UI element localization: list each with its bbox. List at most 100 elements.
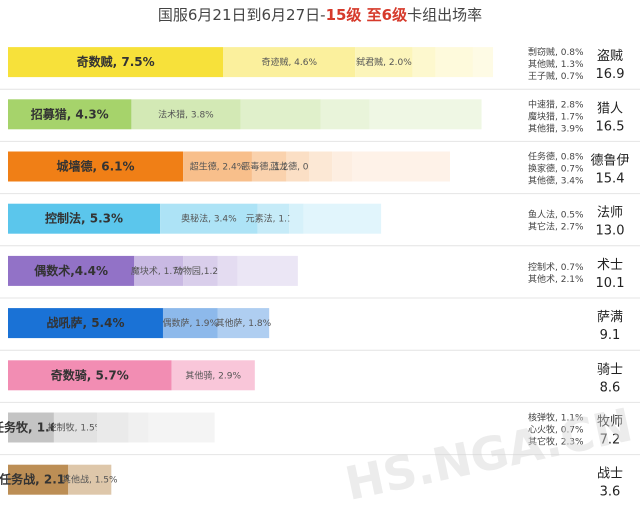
main-deck-label: 城墙德, 6.1% (57, 159, 135, 174)
side-deck-label: 其他德, 3.4% (528, 175, 584, 187)
deck-label: 控制牧, 1.5% (48, 422, 104, 434)
class-total: 10.1 (596, 276, 625, 291)
bar-segment (257, 203, 290, 234)
deck-label: 法术猎, 3.8% (158, 108, 214, 120)
title-highlight: 15级 至6级 (325, 6, 408, 24)
class-name: 德鲁伊 (590, 154, 629, 169)
side-deck-label: 其它牧, 2.3% (528, 436, 584, 448)
class-name: 牧师 (597, 415, 623, 430)
chart-title: 国服6月21日到6月27日-15级 至6级卡组出场率 (0, 4, 640, 25)
deck-label: 其他战, 1.5% (62, 474, 118, 486)
main-deck-label: 招募猎, 4.3% (31, 106, 109, 121)
bar-segment (332, 151, 353, 182)
deck-label: 其他骑, 2.9% (185, 369, 241, 381)
class-name: 萨满 (597, 310, 623, 325)
main-deck-label: 奇数骑, 5.7% (51, 367, 129, 382)
bar-segment (171, 360, 255, 391)
bar-segment (8, 203, 161, 234)
class-row: 奇数贼, 7.5% 奇迹贼, 4.6% 弑君贼, 2.0% 剽窃贼, 0.8%其他贼,… (8, 46, 624, 82)
bar-segment (8, 464, 69, 495)
class-row: 战吼萨, 5.4% 偶数萨, 1.9%其他萨, 1.8% 萨满 9.1 (0, 297, 640, 343)
watermark: HS.NGA.CN (341, 397, 637, 510)
class-total: 3.6 (600, 485, 621, 500)
class-name: 术士 (597, 258, 623, 273)
bar-segment (8, 360, 172, 391)
class-row: 城墙德, 6.1% 超生德, 2.4%恶毒德, 1.2%蓝龙德, 0.8%任务德,… (0, 140, 640, 187)
side-deck-label: 中速猎, 2.8% (528, 98, 584, 110)
bar-segment (68, 464, 112, 495)
bar-segment (320, 99, 370, 130)
bar-segment (303, 203, 382, 234)
main-deck-label: 偶数术,4.4% (34, 263, 108, 278)
bar-segment (240, 99, 321, 130)
side-deck-label: 心火牧, 0.7% (528, 424, 584, 436)
bar-segment (128, 412, 149, 443)
main-deck-label: 任务牧, 1.6% (0, 420, 70, 435)
bar-segment (369, 99, 482, 130)
bar-segment (289, 203, 304, 234)
deck-label: 奥秘法, 3.4% (181, 213, 237, 225)
main-deck-label: 控制法, 5.3% (45, 211, 123, 226)
bar-segment (160, 203, 258, 234)
bar-segment (286, 151, 310, 182)
side-deck-label: 剽窃贼, 0.8% (528, 46, 584, 58)
deck-label: 偶数萨, 1.9% (162, 317, 218, 329)
deck-label: 元素法, 1.1% (246, 213, 302, 225)
bar-segment (183, 151, 252, 182)
side-deck-label: 王子贼, 0.7% (528, 70, 584, 82)
class-total: 8.6 (600, 380, 621, 395)
bar-segment (134, 255, 184, 286)
bar-segment (472, 47, 494, 78)
bar-segment (412, 47, 436, 78)
class-total: 7.2 (600, 433, 621, 448)
bar-segment (355, 47, 413, 78)
bar-segment (217, 308, 270, 339)
bar-segment (183, 255, 218, 286)
side-deck-label: 魔块猎, 1.7% (528, 110, 584, 122)
bar-segment (309, 151, 333, 182)
title-suffix: 卡组出场率 (407, 6, 483, 24)
deck-label: 恶毒德, 1.2% (241, 161, 297, 173)
bar-segment (251, 151, 287, 182)
class-total: 16.5 (596, 119, 625, 134)
side-deck-label: 控制术, 0.7% (528, 261, 584, 273)
bar-segment (8, 99, 132, 130)
side-deck-label: 其他贼, 1.3% (528, 58, 584, 70)
deck-label: 超生德, 2.4% (190, 161, 246, 173)
class-name: 猎人 (597, 101, 623, 116)
bar-segment (237, 255, 298, 286)
class-row: 偶数术,4.4% 魔块术, 1.7%动物园,1.2% 控制术, 0.7%其他术, 2… (0, 245, 640, 291)
bar-segment (96, 412, 129, 443)
class-name: 战士 (597, 467, 623, 482)
side-deck-label: 换家德, 0.7% (528, 163, 584, 175)
class-name: 法师 (597, 206, 623, 221)
bar-segment (8, 255, 135, 286)
side-deck-label: 其他术, 2.1% (528, 273, 584, 285)
bar-segment (148, 412, 215, 443)
side-deck-label: 其他猎, 3.9% (528, 122, 584, 134)
class-total: 13.0 (596, 224, 625, 239)
class-row: 招募猎, 4.3% 法术猎, 3.8% 中速猎, 2.8%魔块猎, 1.7%其他猎,… (0, 88, 640, 134)
bar-segment (217, 255, 238, 286)
deck-label: 动物园,1.2% (174, 265, 227, 277)
bar-segment (131, 99, 241, 130)
class-row: 任务牧, 1.6%控制牧, 1.5% 核弹牧, 1.1%心火牧, 0.7%其它牧,… (0, 401, 640, 448)
main-deck-label: 任务战, 2.1% (0, 472, 77, 487)
class-row: 任务战, 2.1%其他战, 1.5% 战士 3.6 (0, 454, 640, 500)
bar-segment (8, 47, 224, 78)
bar-segment (223, 47, 356, 78)
bar-segment (162, 308, 218, 339)
side-deck-label: 其它法, 2.7% (528, 221, 584, 233)
deck-label: 魔块术, 1.7% (131, 265, 187, 277)
deck-label: 其他萨, 1.8% (216, 317, 272, 329)
class-name: 骑士 (597, 362, 623, 377)
bar-segment (8, 151, 184, 182)
bar-segment (8, 308, 163, 339)
class-row: 奇数骑, 5.7% 其他骑, 2.9% 骑士 8.6 (0, 349, 640, 395)
side-deck-label: 核弹牧, 1.1% (528, 412, 584, 424)
class-row: 控制法, 5.3% 奥秘法, 3.4% 元素法, 1.1% 鱼人法, 0.5%其它法,… (0, 193, 640, 239)
class-name: 盗贼 (597, 48, 623, 64)
bar-segment (53, 412, 97, 443)
main-deck-label: 战吼萨, 5.4% (46, 315, 124, 330)
